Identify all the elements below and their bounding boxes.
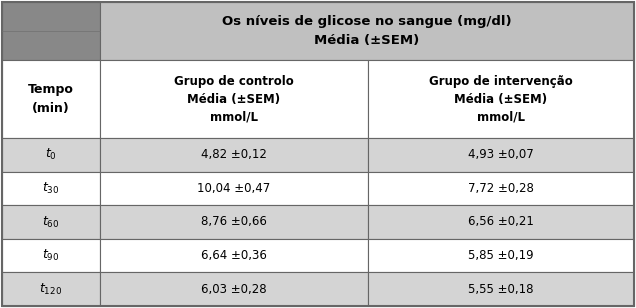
Text: 5,55 ±0,18: 5,55 ±0,18 — [468, 283, 534, 296]
Bar — [100, 138, 368, 172]
Bar — [2, 205, 100, 239]
Text: Tempo
(min): Tempo (min) — [28, 83, 74, 115]
Bar — [368, 172, 634, 205]
Text: $t_{30}$: $t_{30}$ — [42, 181, 60, 196]
Text: 6,64 ±0,36: 6,64 ±0,36 — [201, 249, 267, 262]
Text: 7,72 ±0,28: 7,72 ±0,28 — [468, 182, 534, 195]
Bar — [368, 272, 634, 306]
Text: 4,93 ±0,07: 4,93 ±0,07 — [468, 148, 534, 161]
Bar — [2, 172, 100, 205]
Text: Grupo de intervenção
Média (±SEM)
mmol/L: Grupo de intervenção Média (±SEM) mmol/L — [429, 75, 573, 124]
Text: 5,85 ±0,19: 5,85 ±0,19 — [468, 249, 534, 262]
Text: 10,04 ±0,47: 10,04 ±0,47 — [197, 182, 271, 195]
Text: 6,56 ±0,21: 6,56 ±0,21 — [468, 216, 534, 229]
Bar — [100, 205, 368, 239]
Text: Os níveis de glicose no sangue (mg/dl)
Média (±SEM): Os níveis de glicose no sangue (mg/dl) M… — [222, 15, 512, 47]
Bar — [2, 272, 100, 306]
Bar — [2, 239, 100, 272]
Text: 8,76 ±0,66: 8,76 ±0,66 — [201, 216, 267, 229]
Bar — [2, 138, 100, 172]
Bar — [100, 239, 368, 272]
Bar — [2, 2, 100, 60]
Text: Grupo de controlo
Média (±SEM)
mmol/L: Grupo de controlo Média (±SEM) mmol/L — [174, 75, 294, 124]
Bar — [100, 172, 368, 205]
Bar — [368, 205, 634, 239]
Text: $t_{120}$: $t_{120}$ — [39, 282, 62, 297]
Bar — [2, 60, 100, 138]
Text: $t_{90}$: $t_{90}$ — [42, 248, 60, 263]
Text: $t_{60}$: $t_{60}$ — [42, 214, 60, 229]
Bar — [368, 239, 634, 272]
Bar — [100, 2, 634, 60]
Bar — [100, 60, 368, 138]
Text: 6,03 ±0,28: 6,03 ±0,28 — [201, 283, 267, 296]
Text: 4,82 ±0,12: 4,82 ±0,12 — [201, 148, 267, 161]
Bar — [100, 272, 368, 306]
Text: $t_{0}$: $t_{0}$ — [45, 147, 57, 162]
Bar — [368, 138, 634, 172]
Bar — [368, 60, 634, 138]
